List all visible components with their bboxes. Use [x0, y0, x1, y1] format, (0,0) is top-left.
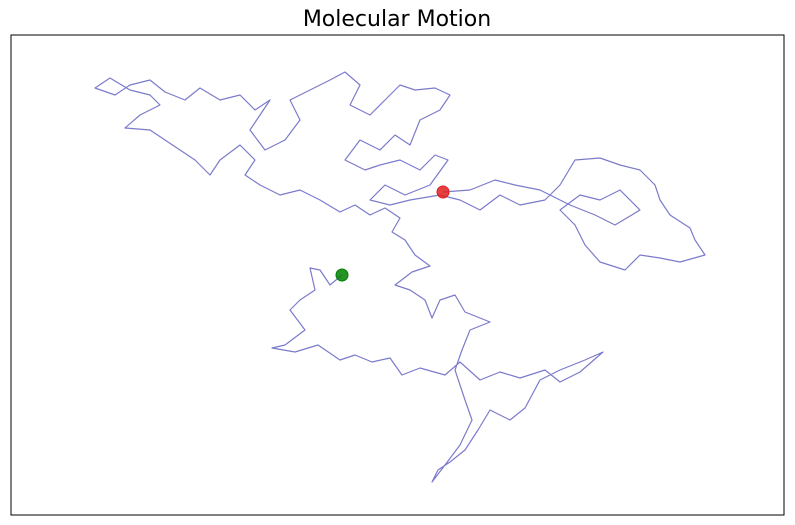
start-point: [335, 268, 349, 282]
plot-frame: [10, 34, 785, 516]
chart-title: Molecular Motion: [303, 7, 491, 32]
trajectory: [94, 71, 706, 483]
end-point: [436, 185, 450, 199]
